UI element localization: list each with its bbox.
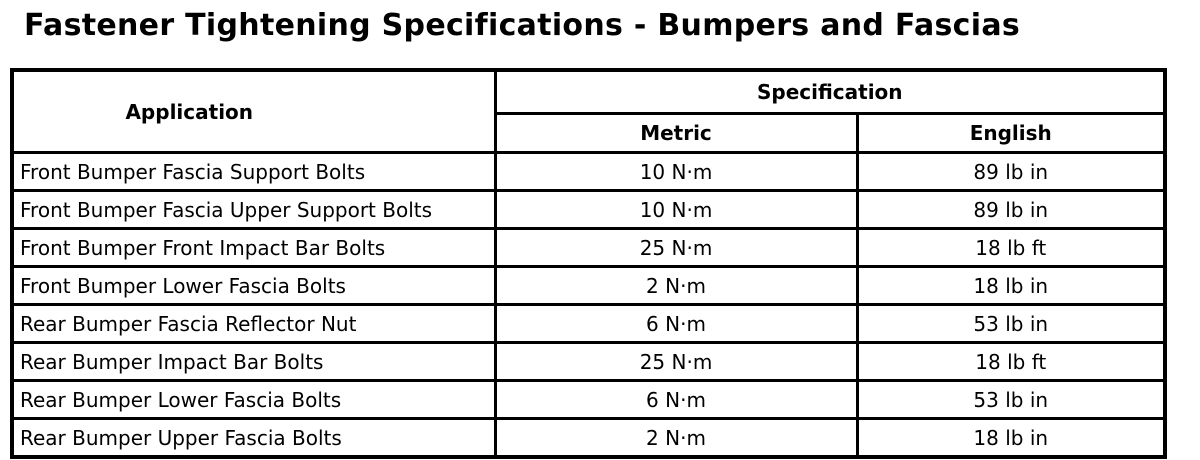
col-header-application: Application (10, 68, 497, 154)
table-row: Front Bumper Fascia Support Bolts 10 N·m… (10, 151, 1167, 192)
english-cell: 89 lb in (855, 189, 1167, 230)
col-header-specification: Specification (493, 68, 1167, 115)
application-cell: Front Bumper Lower Fascia Bolts (10, 265, 497, 306)
metric-cell: 6 N·m (493, 379, 859, 420)
table-row: Rear Bumper Impact Bar Bolts 25 N·m 18 l… (10, 341, 1167, 382)
application-cell: Front Bumper Fascia Upper Support Bolts (10, 189, 497, 230)
table-body: Front Bumper Fascia Support Bolts 10 N·m… (10, 151, 1167, 459)
table-row: Front Bumper Front Impact Bar Bolts 25 N… (10, 227, 1167, 268)
application-cell: Rear Bumper Impact Bar Bolts (10, 341, 497, 382)
application-cell: Rear Bumper Upper Fascia Bolts (10, 417, 497, 459)
header-row-units: Metric English (12, 112, 1167, 154)
table-row: Rear Bumper Fascia Reflector Nut 6 N·m 5… (10, 303, 1167, 344)
table-row: Front Bumper Lower Fascia Bolts 2 N·m 18… (10, 265, 1167, 306)
col-header-english: English (855, 112, 1167, 154)
metric-cell: 2 N·m (493, 265, 859, 306)
english-cell: 18 lb in (855, 417, 1167, 459)
metric-cell: 25 N·m (493, 341, 859, 382)
metric-cell: 10 N·m (493, 189, 859, 230)
application-cell: Front Bumper Front Impact Bar Bolts (10, 227, 497, 268)
metric-cell: 6 N·m (493, 303, 859, 344)
english-cell: 89 lb in (855, 151, 1167, 192)
english-cell: 53 lb in (855, 379, 1167, 420)
fastener-spec-table: Application Specification Metric English… (10, 68, 1168, 459)
table-row: Rear Bumper Lower Fascia Bolts 6 N·m 53 … (10, 379, 1167, 420)
page-title: Fastener Tightening Specifications - Bum… (24, 8, 1021, 43)
metric-cell: 2 N·m (493, 417, 859, 459)
english-cell: 18 lb ft (855, 227, 1167, 268)
table-row: Front Bumper Fascia Upper Support Bolts … (10, 189, 1167, 230)
application-cell: Front Bumper Fascia Support Bolts (10, 151, 497, 192)
application-cell: Rear Bumper Fascia Reflector Nut (10, 303, 497, 344)
english-cell: 18 lb ft (855, 341, 1167, 382)
english-cell: 53 lb in (855, 303, 1167, 344)
header-row-top: Application Specification (10, 68, 1167, 154)
application-cell: Rear Bumper Lower Fascia Bolts (10, 379, 497, 420)
col-header-metric: Metric (493, 112, 859, 154)
english-cell: 18 lb in (855, 265, 1167, 306)
table-row: Rear Bumper Upper Fascia Bolts 2 N·m 18 … (10, 417, 1167, 459)
metric-cell: 25 N·m (493, 227, 859, 268)
table-header: Application Specification Metric English (10, 68, 1167, 154)
metric-cell: 10 N·m (493, 151, 859, 192)
